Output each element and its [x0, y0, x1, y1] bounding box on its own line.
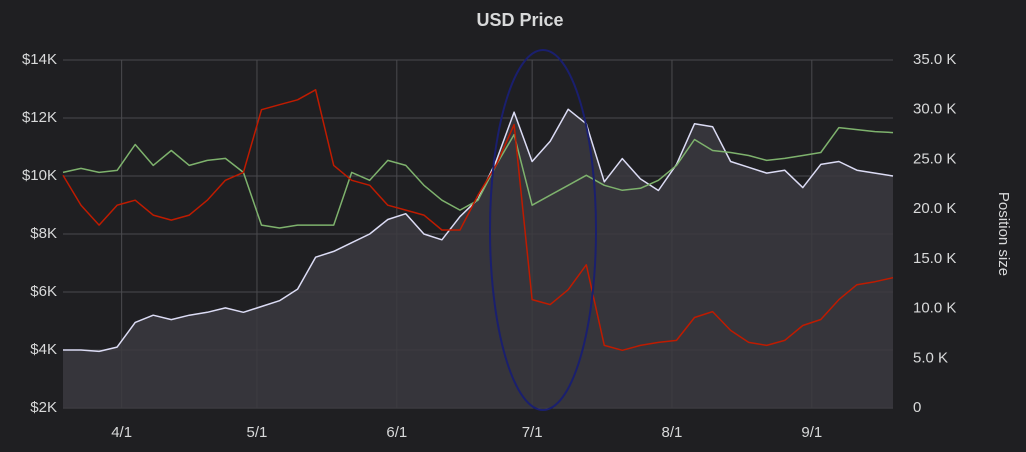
chart-title: USD Price [476, 10, 563, 30]
y2-tick-label: 10.0 K [913, 300, 956, 317]
x-tick-label: 5/1 [247, 424, 268, 441]
y-tick-label: $6K [30, 283, 57, 300]
x-tick-label: 8/1 [662, 424, 683, 441]
y2-axis-label: Position size [995, 192, 1012, 276]
series-line [62, 89, 894, 352]
y-tick-label: $8K [30, 225, 57, 242]
y2-tick-label: 5.0 K [913, 349, 948, 366]
highlight-ellipse [489, 49, 597, 411]
y-tick-label: $4K [30, 341, 57, 358]
plot [62, 89, 894, 409]
x-tick-label: 7/1 [522, 424, 543, 441]
y-tick-label: $2K [30, 399, 57, 416]
y-tick-label: $12K [22, 109, 57, 126]
y2-tick-label: 0 [913, 399, 921, 416]
y2-tick-label: 20.0 K [913, 200, 956, 217]
y-tick-label: $10K [22, 167, 57, 184]
y2-tick-label: 25.0 K [913, 150, 956, 167]
y2-tick-label: 35.0 K [913, 51, 956, 68]
y2-tick-label: 30.0 K [913, 101, 956, 118]
x-tick-label: 9/1 [801, 424, 822, 441]
y-tick-label: $14K [22, 51, 57, 68]
series-area [63, 109, 893, 409]
x-tick-label: 4/1 [111, 424, 132, 441]
y2-tick-label: 15.0 K [913, 250, 956, 267]
series-line [62, 126, 894, 229]
x-tick-label: 6/1 [386, 424, 407, 441]
